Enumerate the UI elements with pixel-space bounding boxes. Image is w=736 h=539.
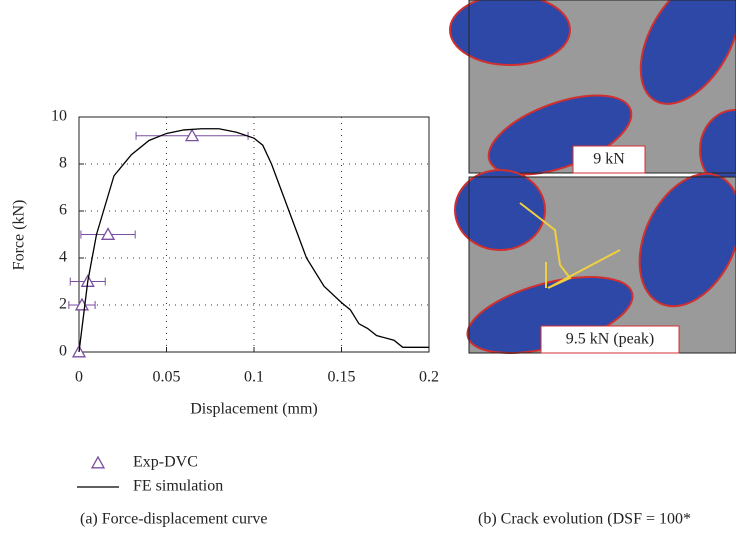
- point: [102, 229, 114, 240]
- x-tick-label: 0.05: [153, 369, 181, 386]
- x-tick-label: 0.1: [244, 369, 264, 386]
- legend-label: Exp-DVC: [133, 454, 198, 471]
- line: [79, 129, 429, 352]
- legend-marker: [92, 457, 104, 468]
- legend-label: FE simulation: [133, 478, 223, 495]
- y-axis-label: Force (kN): [11, 200, 28, 271]
- y-tick-label: 2: [59, 296, 67, 313]
- y-tick-label: 8: [59, 155, 67, 172]
- y-tick-label: 6: [59, 202, 67, 219]
- panel-label: 9.5 kN (peak): [566, 331, 654, 348]
- y-tick-label: 0: [59, 343, 67, 360]
- panel-label: 9 kN: [593, 151, 625, 168]
- caption: (a) Force-displacement curve: [80, 511, 267, 528]
- x-tick-label: 0: [75, 369, 83, 386]
- point: [186, 130, 198, 141]
- x-tick-label: 0.15: [328, 369, 356, 386]
- page: 9 kN 9.5 kN (peak) (a) Force-displacemen…: [0, 0, 736, 539]
- y-tick-label: 10: [51, 108, 67, 125]
- y-tick-label: 4: [59, 249, 67, 266]
- caption: (b) Crack evolution (DSF = 100*: [478, 511, 691, 528]
- x-axis-label: Displacement (mm): [190, 401, 318, 418]
- figure: 9 kN 9.5 kN (peak) (a) Force-displacemen…: [0, 0, 736, 539]
- point: [76, 299, 88, 310]
- x-tick-label: 0.2: [419, 369, 439, 386]
